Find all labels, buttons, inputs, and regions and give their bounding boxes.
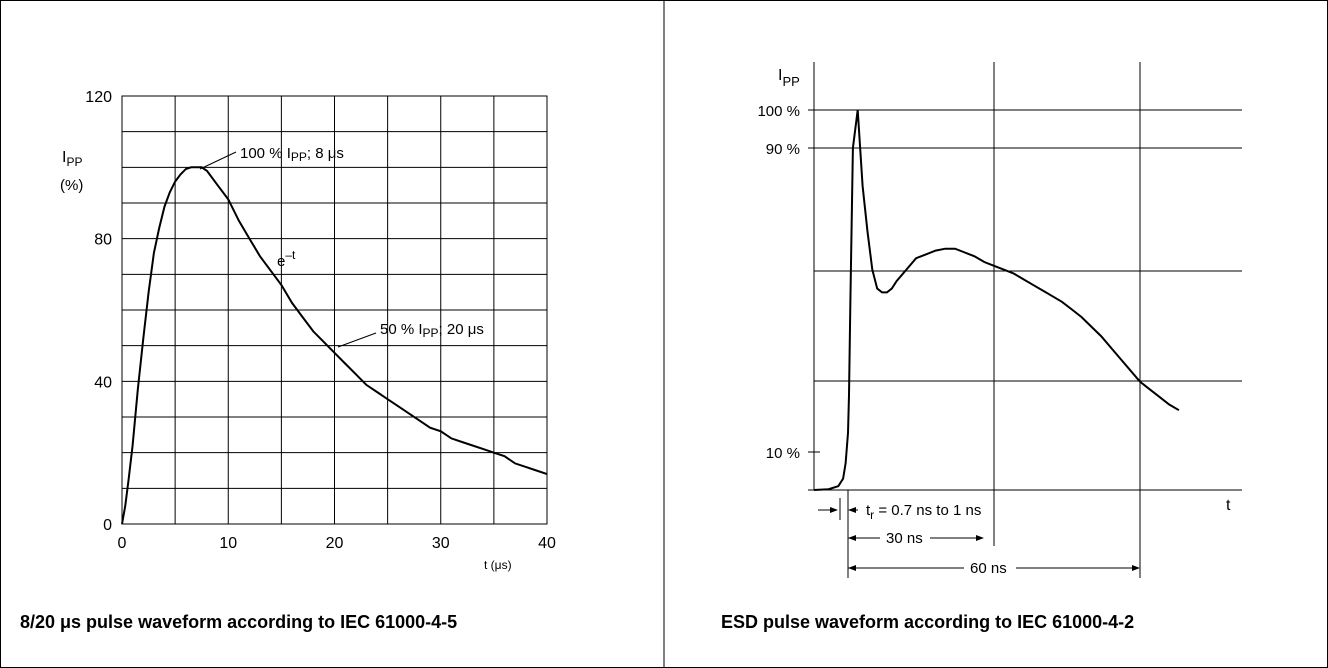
- x-tick-label: 0: [118, 535, 127, 552]
- half-annotation: 50 % IPP; 20 μs: [380, 321, 484, 340]
- y-tick-label: 100 %: [757, 103, 800, 120]
- left-chart-caption: 8/20 μs pulse waveform according to IEC …: [20, 612, 458, 632]
- x-tick-label: 10: [219, 535, 237, 552]
- span-30ns-label: 30 ns: [886, 530, 923, 547]
- span-60ns-marker: [848, 565, 1140, 571]
- x-tick-label: 30: [432, 535, 450, 552]
- y-tick-label: 40: [94, 374, 112, 391]
- rise-time-marker: [818, 498, 858, 520]
- right-chart-caption: ESD pulse waveform according to IEC 6100…: [721, 612, 1135, 632]
- left-ylabel-unit: (%): [60, 177, 83, 194]
- right-xlabel: t: [1226, 497, 1231, 514]
- x-tick-label: 20: [326, 535, 344, 552]
- peak-annotation: 100 % IPP; 8 μs: [240, 145, 344, 164]
- left-plot-border: [121, 95, 548, 525]
- x-tick-label: 40: [538, 535, 556, 552]
- right-chart-grid: [808, 62, 1242, 578]
- left-ylabel: IPP: [62, 149, 82, 169]
- y-tick-label: 0: [103, 517, 112, 534]
- left-xlabel: t (μs): [484, 558, 512, 572]
- right-chart: 100 % 90 % 10 % IPP t tr = 0.7 ns to 1 ns: [757, 62, 1242, 578]
- y-tick-label: 10 %: [766, 445, 800, 462]
- right-series-line: [813, 109, 1180, 491]
- peak-leader-line: [199, 151, 237, 170]
- y-tick-label: 120: [85, 89, 112, 106]
- left-chart: 0 10 20 30 40 0 40 80 120 IPP (%) t (μs) 100 % I…: [60, 89, 556, 572]
- decay-annotation: e–t: [277, 248, 296, 270]
- rise-time-annotation: tr = 0.7 ns to 1 ns: [866, 502, 981, 522]
- y-tick-label: 90 %: [766, 141, 800, 158]
- y-tick-label: 80: [94, 232, 112, 249]
- span-60ns-label: 60 ns: [970, 560, 1007, 577]
- span-30ns-marker: [848, 535, 984, 541]
- right-chart-ticks: 100 % 90 % 10 %: [757, 103, 800, 462]
- left-chart-ticks: 0 10 20 30 40 0 40 80 120: [85, 89, 556, 552]
- half-leader-line: [337, 332, 377, 348]
- left-series-line: [121, 166, 548, 525]
- right-ylabel: IPP: [778, 67, 800, 89]
